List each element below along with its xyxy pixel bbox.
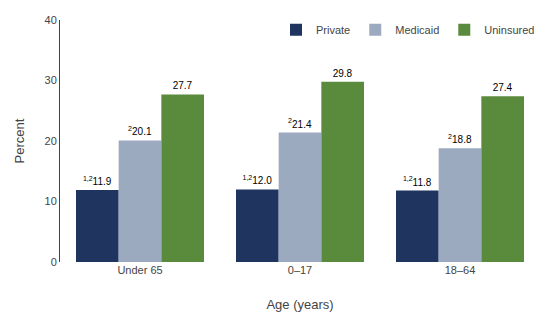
svg-text:Uninsured: Uninsured (484, 24, 534, 36)
svg-text:18–64: 18–64 (445, 264, 476, 276)
svg-text:Medicaid: Medicaid (395, 24, 439, 36)
svg-text:29.8: 29.8 (333, 68, 353, 79)
svg-text:​1,2​12.0: ​1,2​12.0 (243, 174, 273, 186)
svg-text:30: 30 (45, 74, 57, 86)
svg-text:​1,2​11.8: ​1,2​11.8 (403, 175, 432, 187)
svg-text:​2​18.8: ​2​18.8 (448, 133, 472, 145)
svg-text:​2​21.4: ​2​21.4 (288, 117, 312, 129)
svg-text:Age (years): Age (years) (266, 297, 333, 312)
svg-text:​2​20.1: ​2​20.1 (128, 125, 152, 137)
svg-text:40: 40 (45, 14, 57, 26)
svg-text:27.7: 27.7 (173, 80, 193, 91)
svg-text:​1,2​11.9: ​1,2​11.9 (83, 175, 112, 187)
svg-text:Private: Private (316, 24, 350, 36)
svg-text:10: 10 (45, 195, 57, 207)
svg-text:27.4: 27.4 (493, 82, 513, 93)
svg-text:Under 65: Under 65 (117, 264, 162, 276)
svg-text:0: 0 (51, 256, 57, 268)
svg-text:20: 20 (45, 135, 57, 147)
svg-text:0–17: 0–17 (288, 264, 312, 276)
svg-text:Percent: Percent (12, 118, 27, 163)
